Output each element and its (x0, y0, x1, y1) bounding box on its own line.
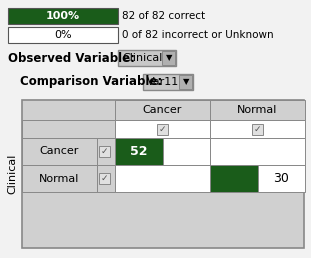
Bar (210, 138, 305, 165)
Bar (99, 146, 110, 157)
Bar (115, 100, 210, 120)
Text: Clinical: Clinical (7, 154, 17, 194)
Bar (22, 138, 97, 165)
Text: ▼: ▼ (183, 77, 189, 86)
Bar (118, 50, 176, 66)
Bar (258, 165, 305, 192)
Text: 82 of 82 correct: 82 of 82 correct (122, 11, 205, 21)
Text: Observed Variable:: Observed Variable: (8, 52, 135, 64)
Bar (8, 27, 118, 43)
Bar (143, 74, 193, 90)
Text: ▼: ▼ (166, 53, 172, 62)
Bar (162, 51, 175, 65)
Text: Normal: Normal (39, 173, 80, 183)
Bar (97, 138, 115, 165)
Text: 30: 30 (273, 172, 289, 185)
Bar (252, 124, 263, 134)
Text: ✓: ✓ (101, 147, 108, 156)
Bar (157, 124, 168, 134)
Text: 0%: 0% (54, 30, 72, 40)
Text: Cancer: Cancer (143, 105, 182, 115)
Bar (210, 165, 258, 192)
Bar (8, 8, 118, 24)
Text: Comparison Variable:: Comparison Variable: (20, 76, 162, 88)
Text: Var11: Var11 (147, 77, 179, 87)
Bar (22, 165, 97, 192)
Bar (115, 120, 210, 138)
Bar (97, 165, 115, 192)
Bar (115, 165, 210, 192)
Text: ✓: ✓ (254, 125, 261, 133)
Bar (22, 120, 115, 138)
Bar (115, 138, 163, 165)
Bar (210, 100, 305, 120)
Text: ✓: ✓ (159, 125, 166, 133)
Text: Clinical: Clinical (122, 53, 162, 63)
Bar (179, 75, 192, 89)
Text: 100%: 100% (46, 11, 80, 21)
Text: 0 of 82 incorrect or Unknown: 0 of 82 incorrect or Unknown (122, 30, 274, 40)
Text: Cancer: Cancer (40, 147, 79, 157)
Bar (210, 120, 305, 138)
Bar (99, 173, 110, 184)
Text: Normal: Normal (237, 105, 278, 115)
Text: 52: 52 (130, 145, 147, 158)
Bar (22, 100, 304, 248)
Text: ✓: ✓ (101, 174, 108, 183)
Bar (163, 138, 210, 165)
